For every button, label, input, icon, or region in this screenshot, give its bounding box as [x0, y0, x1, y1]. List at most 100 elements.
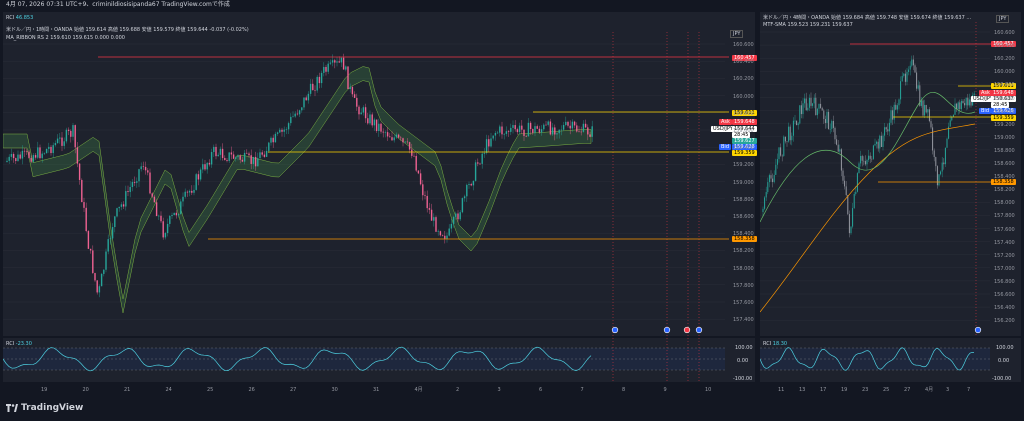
economic-event-icon[interactable]	[611, 326, 619, 334]
candle-body	[67, 129, 70, 131]
candle-body	[888, 122, 890, 132]
candle-body	[922, 100, 924, 116]
candle-body	[221, 148, 224, 158]
candle-body	[316, 76, 318, 91]
right-legend-symbol[interactable]: 米ドル／円・4時間・OANDA 始値 159.684 高値 159.748 安値…	[763, 15, 972, 21]
left-legend-indicator[interactable]: MA_RIBBON RS 2 159.610 159.615 0.000 0.0…	[6, 35, 125, 41]
candle-body	[768, 175, 770, 183]
candle-body	[964, 103, 966, 106]
candle-body	[789, 126, 791, 141]
candle-body	[885, 127, 887, 130]
candle-body	[576, 125, 578, 132]
candle-body	[587, 127, 589, 135]
candle-body	[109, 238, 112, 240]
candle-body	[503, 133, 505, 135]
right-price-tick: 158.600	[994, 161, 1015, 167]
candle-body	[281, 129, 283, 132]
right-time-tick: 11	[778, 387, 785, 393]
right-price-chart-svg[interactable]	[760, 12, 1021, 336]
left-legend-symbol[interactable]: 米ドル／円・1時間・OANDA 始値 159.614 高値 159.688 安値…	[6, 27, 249, 33]
candle-body	[837, 144, 839, 152]
candle-body	[356, 97, 358, 107]
right-price-tick: 157.400	[994, 239, 1015, 246]
right-rci-tick-100: 100.00	[996, 345, 1014, 351]
left-rci-pane[interactable]: RCI -23.30 100.00 0.00 -100.00	[3, 338, 755, 382]
candle-body	[116, 208, 118, 217]
candle-body	[188, 190, 191, 193]
left-time-tick: 6	[539, 387, 543, 393]
right-rci-chart-svg[interactable]	[760, 338, 1021, 382]
candle-body	[83, 202, 85, 208]
candle-body	[543, 124, 545, 130]
right-bid-label-tag: Bid	[979, 108, 991, 114]
left-price-tick: 157.800	[733, 282, 754, 289]
left-price-pane[interactable]: RCI 46.853 米ドル／円・1時間・OANDA 始値 159.614 高値…	[3, 12, 757, 336]
candle-body	[490, 138, 492, 147]
candle-body	[805, 98, 807, 111]
tradingview-mark-icon	[6, 404, 18, 412]
candle-body	[239, 155, 241, 160]
right-price-tick: 157.600	[994, 226, 1015, 233]
candle-body	[65, 129, 68, 142]
left-time-axis[interactable]: 19 20 21 24 25 26 27 30 31 4月 2 3 6 7 8 9 10	[3, 384, 755, 396]
left-price-chart-svg[interactable]	[3, 12, 755, 336]
left-time-tick: 10	[705, 387, 712, 393]
candle-body	[772, 178, 774, 183]
candle-body	[932, 127, 934, 151]
right-rci-pane[interactable]: RCI 18.30 100.00 0.00 -100.00	[760, 338, 1021, 382]
candle-body	[580, 131, 582, 133]
candle-body	[406, 141, 409, 143]
left-price-tick: 160.400	[733, 59, 754, 66]
left-price-tick: 157.600	[733, 300, 754, 306]
candle-body	[138, 169, 140, 182]
candle-body	[259, 152, 261, 159]
candle-body	[444, 235, 446, 239]
economic-event-icon[interactable]	[974, 326, 982, 334]
right-price-tick: 158.800	[994, 147, 1015, 154]
candle-body	[125, 191, 127, 207]
economic-event-icon[interactable]	[683, 326, 691, 334]
candle-body	[52, 145, 54, 154]
left-time-tick: 30	[331, 387, 338, 393]
tradingview-logo[interactable]: TradingView	[6, 403, 83, 413]
economic-event-icon[interactable]	[695, 326, 703, 334]
candle-body	[56, 138, 59, 144]
left-price-tick: 159.200	[733, 162, 754, 169]
candle-body	[26, 151, 28, 152]
mtf-sma-fast	[760, 92, 976, 223]
right-ask-label-tag: Ask	[979, 90, 992, 96]
candle-body	[250, 155, 252, 164]
candle-body	[871, 158, 873, 160]
candle-body	[171, 215, 173, 216]
candle-body	[783, 136, 785, 156]
left-rci-tick-0: 0.00	[737, 358, 749, 364]
right-price-tick: 160.200	[994, 56, 1015, 63]
right-time-axis[interactable]: 11 13 17 19 23 25 27 4月 3 7	[760, 384, 1021, 396]
candle-body	[230, 152, 233, 155]
candle-body	[349, 86, 351, 89]
candle-body	[898, 99, 900, 106]
left-price-tick: 158.800	[733, 196, 754, 203]
candle-body	[243, 152, 246, 162]
economic-event-icon[interactable]	[663, 326, 671, 334]
left-price-tick: 158.200	[733, 248, 754, 255]
candle-body	[364, 107, 367, 119]
right-legend-indicator[interactable]: MTF-SMA 159.523 159.231 159.637	[763, 22, 853, 28]
left-time-tick: 4月	[414, 387, 423, 393]
right-time-tick: 13	[799, 387, 806, 393]
right-red-level-tag: 160.457	[991, 41, 1016, 47]
candle-body	[949, 120, 951, 127]
right-price-pane[interactable]: 米ドル／円・4時間・OANDA 始値 159.684 高値 159.748 安値…	[760, 12, 1021, 336]
left-time-tick: 27	[290, 387, 297, 393]
candle-body	[268, 142, 270, 151]
candle-body	[252, 156, 255, 164]
candle-body	[175, 212, 178, 216]
left-time-tick: 7	[580, 387, 584, 393]
candle-body	[784, 136, 786, 142]
left-rci-chart-svg[interactable]	[3, 338, 755, 382]
candle-body	[919, 85, 921, 106]
candle-body	[472, 180, 475, 186]
candle-body	[373, 119, 376, 126]
candle-body	[301, 107, 303, 111]
candle-body	[474, 162, 477, 181]
